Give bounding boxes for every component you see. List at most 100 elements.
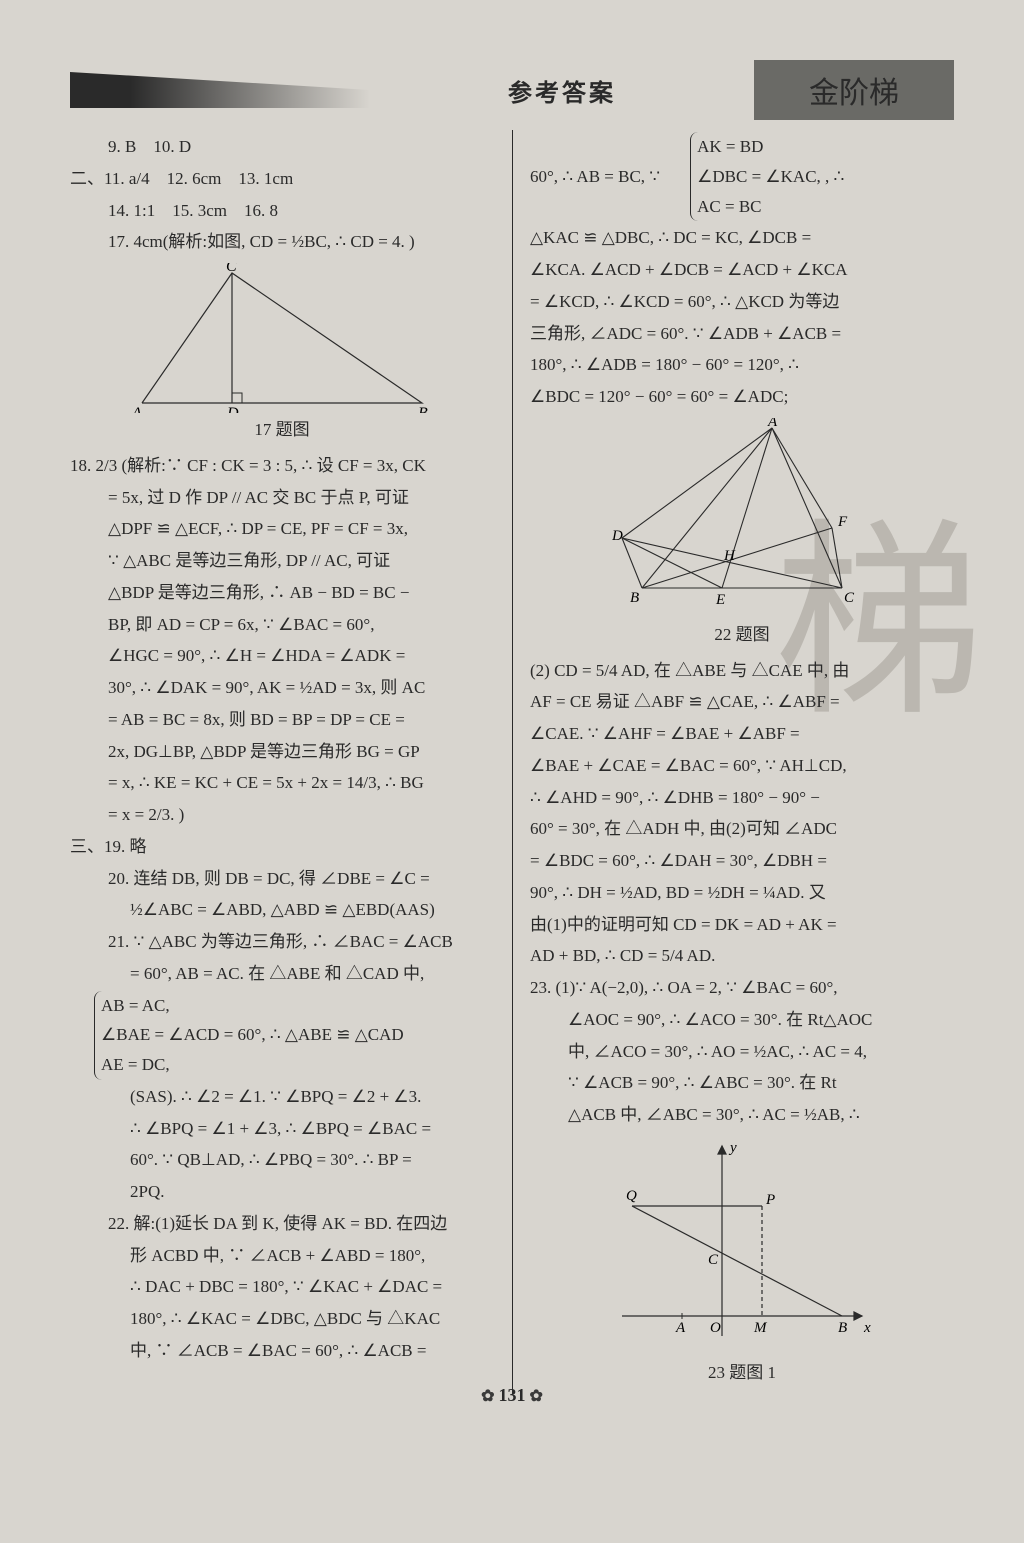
svg-text:H: H xyxy=(723,548,736,564)
answer-line: 60°, ∴ AB = BC, ∵ AK = BD ∠DBC = ∠KAC, ,… xyxy=(530,132,954,221)
answer-line: ∴ ∠AHD = 90°, ∴ ∠DHB = 180° − 90° − xyxy=(530,783,954,813)
answer-line: = x = 2/3. ) xyxy=(70,800,494,830)
answer-line: ½∠ABC = ∠ABD, △ABD ≌ △EBD(AAS) xyxy=(70,895,494,925)
answer-line: 11. a/4 12. 6cm 13. 1cm xyxy=(104,169,293,188)
answer-line: = AB = BC = 8x, 则 BD = BP = DP = CE = xyxy=(70,705,494,735)
answer-line: 14. 1:1 15. 3cm 16. 8 xyxy=(70,196,494,226)
answer-line: 中, ∵ ∠ACB = ∠BAC = 60°, ∴ ∠ACB = xyxy=(70,1336,494,1366)
figure-23: Q P C A O M B x y xyxy=(602,1136,882,1356)
svg-text:O: O xyxy=(710,1320,721,1336)
answer-line: = ∠BDC = 60°, ∴ ∠DAH = 30°, ∠DBH = xyxy=(530,846,954,876)
answer-line: AC = BC xyxy=(697,192,844,222)
figure-22: A B C D E F H xyxy=(612,418,872,618)
answer-line: 2PQ. xyxy=(70,1177,494,1207)
answer-line: ∠BAE = ∠ACD = 60°, ∴ △ABE ≌ △CAD xyxy=(101,1020,494,1050)
svg-text:B: B xyxy=(838,1320,847,1336)
answer-line: ∠BAE + ∠CAE = ∠BAC = 60°, ∵ AH⊥CD, xyxy=(530,751,954,781)
brace-group: AK = BD ∠DBC = ∠KAC, , ∴ AC = BC xyxy=(690,132,844,221)
svg-text:Q: Q xyxy=(626,1188,637,1204)
answer-line: ∴ DAC + DBC = 180°, ∵ ∠KAC + ∠DAC = xyxy=(70,1272,494,1302)
svg-text:C: C xyxy=(844,590,855,606)
answer-line: ∵ △ABC 是等边三角形, DP // AC, 可证 xyxy=(70,546,494,576)
answer-line: △DPF ≌ △ECF, ∴ DP = CE, PF = CF = 3x, xyxy=(70,514,494,544)
answer-line: 90°, ∴ DH = ½AD, BD = ½DH = ¼AD. 又 xyxy=(530,878,954,908)
svg-text:E: E xyxy=(715,592,725,608)
svg-text:F: F xyxy=(837,514,848,530)
svg-text:B: B xyxy=(630,590,639,606)
answer-line: ∵ ∠ACB = 90°, ∴ ∠ABC = 30°. 在 Rt xyxy=(530,1068,954,1098)
section-three: 三、19. 略 xyxy=(70,832,494,862)
answer-line: 2x, DG⊥BP, △BDP 是等边三角形 BG = GP xyxy=(70,737,494,767)
answer-line: 60°. ∵ QB⊥AD, ∴ ∠PBQ = 30°. ∴ BP = xyxy=(70,1145,494,1175)
answer-line: ∠AOC = 90°, ∴ ∠ACO = 30°. 在 Rt△AOC xyxy=(530,1005,954,1035)
answer-line: AD + BD, ∴ CD = 5/4 AD. xyxy=(530,941,954,971)
answer-line: = ∠KCD, ∴ ∠KCD = 60°, ∴ △KCD 为等边 xyxy=(530,287,954,317)
answer-line: 形 ACBD 中, ∵ ∠ACB + ∠ABD = 180°, xyxy=(70,1241,494,1271)
answer-line: BP, 即 AD = CP = 6x, ∵ ∠BAC = 60°, xyxy=(70,610,494,640)
answer-line: 20. 连结 DB, 则 DB = DC, 得 ∠DBE = ∠C = xyxy=(70,864,494,894)
page-title: 参考答案 xyxy=(508,73,616,108)
answer-fragment: 60°, ∴ AB = BC, ∵ xyxy=(530,162,660,192)
column-divider xyxy=(512,130,513,1394)
brand-name: 金阶梯 xyxy=(809,68,899,112)
answer-line: 22. 解:(1)延长 DA 到 K, 使得 AK = BD. 在四边 xyxy=(70,1209,494,1239)
answer-line: ∠DBC = ∠KAC, , ∴ xyxy=(697,162,844,192)
svg-text:A: A xyxy=(767,418,778,430)
answer-line: 中, ∠ACO = 30°, ∴ AO = ½AC, ∴ AC = 4, xyxy=(530,1037,954,1067)
answer-line: (SAS). ∴ ∠2 = ∠1. ∵ ∠BPQ = ∠2 + ∠3. xyxy=(70,1082,494,1112)
answer-line: ∴ ∠BPQ = ∠1 + ∠3, ∴ ∠BPQ = ∠BAC = xyxy=(70,1114,494,1144)
svg-text:A: A xyxy=(675,1320,686,1336)
figure-caption: 17 题图 xyxy=(70,415,494,445)
answer-line: ∠CAE. ∵ ∠AHF = ∠BAE + ∠ABF = xyxy=(530,719,954,749)
answer-line: △BDP 是等边三角形, ∴ AB − BD = BC − xyxy=(70,578,494,608)
section-label: 二、 xyxy=(70,169,104,188)
svg-text:y: y xyxy=(728,1140,737,1156)
content-columns: 9. B 10. D 二、11. a/4 12. 6cm 13. 1cm 14.… xyxy=(70,130,954,1394)
section-two: 二、11. a/4 12. 6cm 13. 1cm xyxy=(70,164,494,194)
answer-line: = x, ∴ KE = KC + CE = 5x + 2x = 14/3, ∴ … xyxy=(70,768,494,798)
answer-line: 19. 略 xyxy=(104,837,147,856)
answer-line: 21. ∵ △ABC 为等边三角形, ∴ ∠BAC = ∠ACB xyxy=(70,927,494,957)
right-column: 60°, ∴ AB = BC, ∵ AK = BD ∠DBC = ∠KAC, ,… xyxy=(512,130,954,1394)
page-number: 131 xyxy=(477,1385,547,1406)
answer-line: 23. (1)∵ A(−2,0), ∴ OA = 2, ∵ ∠BAC = 60°… xyxy=(530,973,954,1003)
section-label: 三、 xyxy=(70,837,104,856)
answer-line: 三角形, ∠ADC = 60°. ∵ ∠ADB + ∠ACB = xyxy=(530,319,954,349)
answer-line: 60° = 30°, 在 △ADH 中, 由(2)可知 ∠ADC xyxy=(530,814,954,844)
header-ornament-left xyxy=(70,72,370,108)
figure-17: A D B C xyxy=(122,263,442,413)
answer-line: = 60°, AB = AC. 在 △ABE 和 △CAD 中, xyxy=(70,959,494,989)
left-column: 9. B 10. D 二、11. a/4 12. 6cm 13. 1cm 14.… xyxy=(70,130,512,1394)
answer-line: ∠BDC = 120° − 60° = 60° = ∠ADC; xyxy=(530,382,954,412)
answer-line: 30°, ∴ ∠DAK = 90°, AK = ½AD = 3x, 则 AC xyxy=(70,673,494,703)
svg-text:A: A xyxy=(131,405,142,413)
svg-text:x: x xyxy=(863,1320,871,1336)
svg-text:P: P xyxy=(765,1192,775,1208)
answer-line: AE = DC, xyxy=(101,1050,494,1080)
figure-caption: 22 题图 xyxy=(530,620,954,650)
answer-line: 9. B 10. D xyxy=(70,132,494,162)
answer-line: 18. 2/3 (解析:∵ CF : CK = 3 : 5, ∴ 设 CF = … xyxy=(70,451,494,481)
answer-line: ∠HGC = 90°, ∴ ∠H = ∠HDA = ∠ADK = xyxy=(70,641,494,671)
svg-text:D: D xyxy=(612,528,623,544)
answer-line: AF = CE 易证 △ABF ≌ △CAE, ∴ ∠ABF = xyxy=(530,687,954,717)
answer-line: (2) CD = 5/4 AD, 在 △ABE 与 △CAE 中, 由 xyxy=(530,656,954,686)
answer-line: △KAC ≌ △DBC, ∴ DC = KC, ∠DCB = xyxy=(530,223,954,253)
answer-line: ∠KCA. ∠ACD + ∠DCB = ∠ACD + ∠KCA xyxy=(530,255,954,285)
answer-line: 由(1)中的证明可知 CD = DK = AD + AK = xyxy=(530,910,954,940)
svg-text:D: D xyxy=(226,405,239,413)
answer-line: 17. 4cm(解析:如图, CD = ½BC, ∴ CD = 4. ) xyxy=(70,227,494,257)
answer-line: = 5x, 过 D 作 DP // AC 交 BC 于点 P, 可证 xyxy=(70,483,494,513)
header-ornament-right: 金阶梯 xyxy=(754,60,954,120)
brace-group: AB = AC, ∠BAE = ∠ACD = 60°, ∴ △ABE ≌ △CA… xyxy=(94,991,494,1080)
answer-line: AB = AC, xyxy=(101,991,494,1021)
svg-text:M: M xyxy=(753,1320,768,1336)
page-header: 参考答案 金阶梯 xyxy=(70,60,954,120)
svg-text:C: C xyxy=(708,1252,719,1268)
answer-line: 180°, ∴ ∠KAC = ∠DBC, △BDC 与 △KAC xyxy=(70,1304,494,1334)
answer-line: 180°, ∴ ∠ADB = 180° − 60° = 120°, ∴ xyxy=(530,350,954,380)
answer-line: AK = BD xyxy=(697,132,844,162)
svg-text:B: B xyxy=(418,405,428,413)
svg-text:C: C xyxy=(226,263,237,275)
answer-line: △ACB 中, ∠ABC = 30°, ∴ AC = ½AB, ∴ xyxy=(530,1100,954,1130)
